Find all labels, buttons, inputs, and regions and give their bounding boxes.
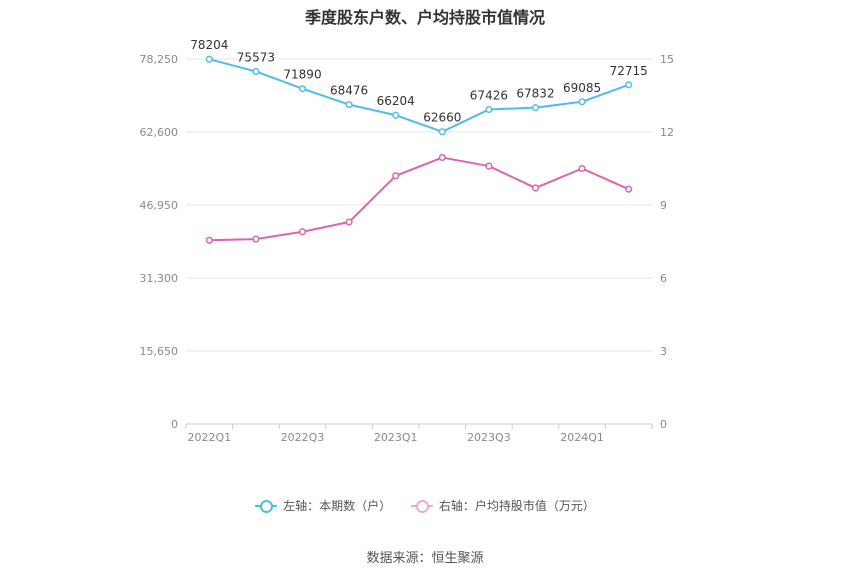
x-axis-tick-label: 2022Q3 <box>281 431 325 444</box>
data-point-1 <box>345 218 353 226</box>
x-axis-tick-label: 2024Q1 <box>560 431 604 444</box>
x-axis-tick-label: 2022Q1 <box>187 431 231 444</box>
data-label: 67426 <box>470 88 508 102</box>
data-point-1 <box>298 228 307 236</box>
data-point-0 <box>298 85 307 93</box>
left-axis-tick-label: 46,950 <box>140 199 179 212</box>
data-label: 66204 <box>377 94 415 108</box>
legend-item-avg-value[interactable]: 右轴：户均持股市值（万元） <box>410 497 595 514</box>
data-point-0 <box>578 98 586 106</box>
right-axis-tick-label: 15 <box>660 53 674 66</box>
data-point-0 <box>252 67 260 76</box>
data-label: 72715 <box>610 64 648 78</box>
left-axis-tick-label: 31,300 <box>140 272 179 285</box>
data-point-0 <box>392 111 400 119</box>
data-label: 69085 <box>563 81 601 95</box>
left-axis-tick-label: 0 <box>171 418 178 431</box>
right-axis-tick-label: 0 <box>660 418 667 431</box>
data-point-1 <box>438 154 446 162</box>
x-axis-tick-label: 2023Q1 <box>374 431 418 444</box>
data-point-1 <box>625 185 633 193</box>
data-point-1 <box>531 184 540 192</box>
legend-label-avg-value: 右轴：户均持股市值（万元） <box>438 499 595 513</box>
left-axis-tick-label: 62,600 <box>140 126 179 139</box>
data-point-1 <box>392 172 400 180</box>
chart-title: 季度股东户数、户均持股市值情况 <box>304 8 545 27</box>
series-line-0 <box>209 58 630 133</box>
legend-marker-households <box>255 499 278 513</box>
data-label: 78204 <box>190 38 228 52</box>
data-point-1 <box>252 235 260 243</box>
data-point-0 <box>438 128 446 136</box>
legend: 左轴：本期数（户） 右轴：户均持股市值（万元） <box>0 497 850 515</box>
series-line-1 <box>209 156 630 242</box>
data-label: 75573 <box>237 50 275 64</box>
data-label: 71890 <box>283 68 321 82</box>
right-axis-tick-label: 3 <box>660 345 667 358</box>
data-point-0 <box>625 81 633 89</box>
x-axis-tick-label: 2023Q3 <box>467 431 511 444</box>
right-axis-tick-label: 6 <box>660 272 667 285</box>
line-chart: 0 0 15,650 3 31,300 6 46,950 9 62,600 12 78,250 15 2… <box>140 38 675 444</box>
legend-label-households: 左轴：本期数（户） <box>283 499 392 513</box>
data-point-0 <box>345 101 353 109</box>
data-point-0 <box>485 105 493 114</box>
data-label: 68476 <box>330 84 368 98</box>
right-axis-tick-label: 12 <box>660 126 674 139</box>
left-axis-tick-label: 15,650 <box>140 345 179 358</box>
right-axis-tick-label: 9 <box>660 199 667 212</box>
data-point-1 <box>205 236 213 244</box>
data-point-1 <box>578 164 586 173</box>
legend-marker-avg-value <box>410 499 433 513</box>
data-point-1 <box>485 162 493 170</box>
left-axis-tick-label: 78,250 <box>140 53 179 66</box>
data-label: 62660 <box>423 111 461 125</box>
data-point-0 <box>205 55 213 63</box>
legend-item-households[interactable]: 左轴：本期数（户） <box>255 497 391 514</box>
data-point-0 <box>531 104 540 112</box>
data-source: 数据来源：恒生聚源 <box>366 551 484 566</box>
data-label: 67832 <box>516 87 554 101</box>
